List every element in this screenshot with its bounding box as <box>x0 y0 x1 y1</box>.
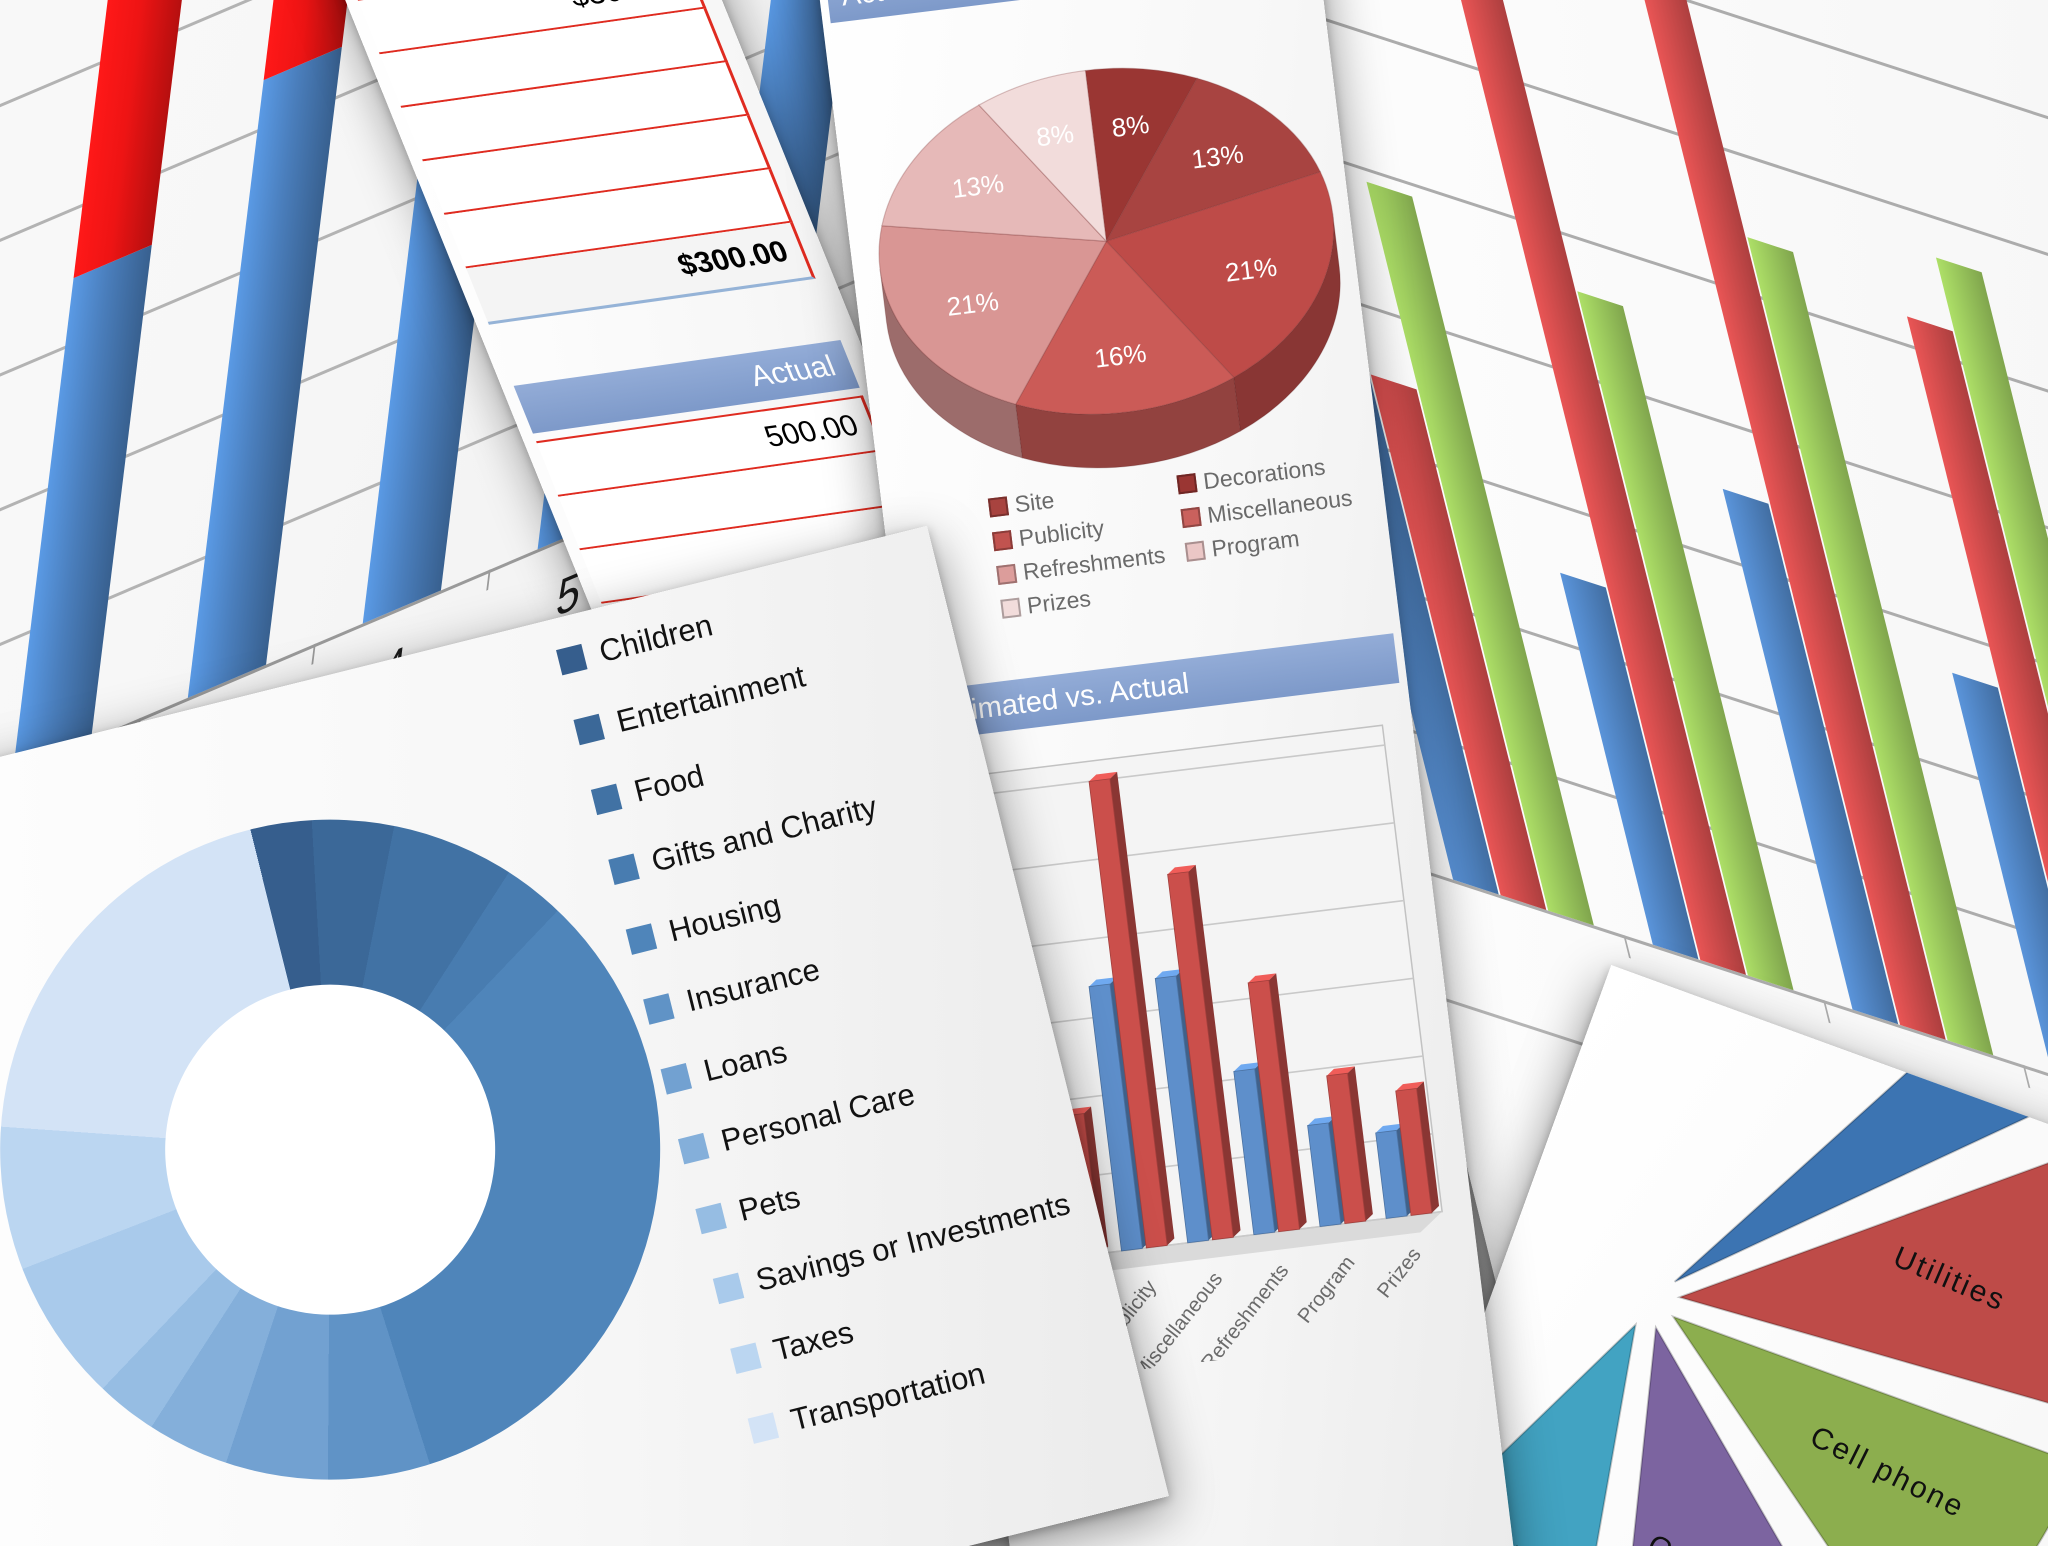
bar-front-Actual <box>1395 1088 1433 1216</box>
bar-top-Actual <box>1089 771 1118 782</box>
legend-marker <box>625 923 658 955</box>
bar-side-Actual <box>1416 1081 1440 1213</box>
gridline <box>1035 1133 1433 1184</box>
legend-marker <box>660 1063 693 1095</box>
cost-breakdown-3d-pie: 8% 13% 21% 16% 21% 13% 8% <box>878 67 1341 469</box>
legend-label: Children <box>595 607 717 670</box>
bar-front-Estimated <box>1233 1068 1276 1236</box>
bar-segment-series-blue <box>12 244 152 773</box>
legend-marker <box>608 853 640 885</box>
legend-marker <box>573 713 605 746</box>
bar-front-Estimated <box>1154 975 1209 1244</box>
pie-slice <box>1105 77 1322 243</box>
bar-top-Estimated <box>1375 1123 1404 1133</box>
pie-percent-label: 8% <box>1110 109 1151 143</box>
gridline <box>1006 899 1405 951</box>
bar-front-Estimated <box>1307 1122 1342 1228</box>
pie-slice-cell-phone <box>1670 1314 2048 1546</box>
pie-slice <box>1014 240 1235 415</box>
bar-top-Actual <box>1167 864 1196 875</box>
legend-marker <box>556 643 588 676</box>
bar-segment-series-red <box>73 0 199 279</box>
legend-marker <box>991 529 1014 551</box>
bar-front-Actual <box>1247 979 1300 1233</box>
legend-item-site: Site <box>987 484 1056 524</box>
legend-label: Taxes <box>769 1314 857 1368</box>
legend-label: Prizes <box>1025 584 1093 619</box>
bar-side-Actual <box>1268 973 1307 1230</box>
x-axis-label: Program <box>1293 1251 1360 1327</box>
legend-label: Publicity <box>1017 514 1106 551</box>
legend-marker <box>1180 506 1202 528</box>
bar-front-Estimated <box>1088 983 1143 1252</box>
chart-floor <box>1023 1211 1443 1282</box>
legend-marker <box>1176 472 1198 494</box>
bar-top-Actual <box>1248 973 1277 983</box>
pie-slice-groceries <box>1609 1324 1873 1546</box>
pie-percent-label: 13% <box>1190 138 1245 174</box>
legend-marker <box>730 1342 762 1375</box>
legend-marker <box>643 993 675 1025</box>
legend-marker <box>1000 597 1022 619</box>
pie-slice <box>878 225 1108 405</box>
legend-marker <box>996 563 1018 585</box>
legend-label: Housing <box>665 887 785 949</box>
bar-top-Estimated <box>1155 968 1184 979</box>
gridline <box>1025 1055 1424 1106</box>
legend-label: Program <box>1209 524 1301 562</box>
legend-marker <box>987 495 1009 518</box>
legend-label: Food <box>630 757 708 809</box>
legend-marker <box>677 1132 710 1165</box>
pie-percent-label: 21% <box>1223 252 1278 288</box>
legend-label: Site <box>1013 486 1056 517</box>
bar-front-Actual <box>1326 1072 1367 1224</box>
bar-top-Estimated <box>1089 977 1118 987</box>
bar-front-Estimated <box>1375 1129 1408 1219</box>
x-axis-label: Prizes <box>1373 1243 1426 1302</box>
bar-side-Actual <box>1188 864 1241 1238</box>
legend-marker <box>1184 540 1206 562</box>
pie-slice <box>1084 67 1198 244</box>
pie-percent-label: 13% <box>950 168 1005 204</box>
bar-top-Actual <box>1326 1066 1355 1076</box>
legend-marker <box>695 1202 727 1235</box>
legend-marker <box>590 783 623 816</box>
legend-marker <box>712 1272 745 1305</box>
pie-slice-utilities <box>1676 1148 2048 1417</box>
pie-percent-label: 21% <box>945 286 1000 322</box>
bar-top-Estimated <box>1233 1061 1262 1072</box>
bar-side-Actual <box>1347 1066 1373 1221</box>
bar-top-Estimated <box>1307 1116 1336 1126</box>
gridline <box>1044 1210 1443 1262</box>
pie-slice <box>977 69 1108 244</box>
pie-slice <box>881 104 1108 242</box>
bar-front-Actual <box>1088 778 1168 1249</box>
legend-label: Loans <box>700 1033 791 1089</box>
gridline <box>987 744 1385 795</box>
legend-label: Pets <box>734 1179 804 1229</box>
legend-marker <box>747 1412 780 1444</box>
pie-percent-label: 16% <box>1093 338 1148 374</box>
gridline <box>1016 977 1414 1028</box>
bar-front-Actual <box>1167 871 1234 1241</box>
pie-slice <box>1105 171 1335 379</box>
bar-side-Actual <box>1083 1106 1109 1254</box>
bar-side-Actual <box>1109 771 1175 1246</box>
pie-percent-label: 8% <box>1035 118 1076 152</box>
gridline <box>997 822 1395 873</box>
bar-top-Actual <box>1395 1081 1424 1092</box>
